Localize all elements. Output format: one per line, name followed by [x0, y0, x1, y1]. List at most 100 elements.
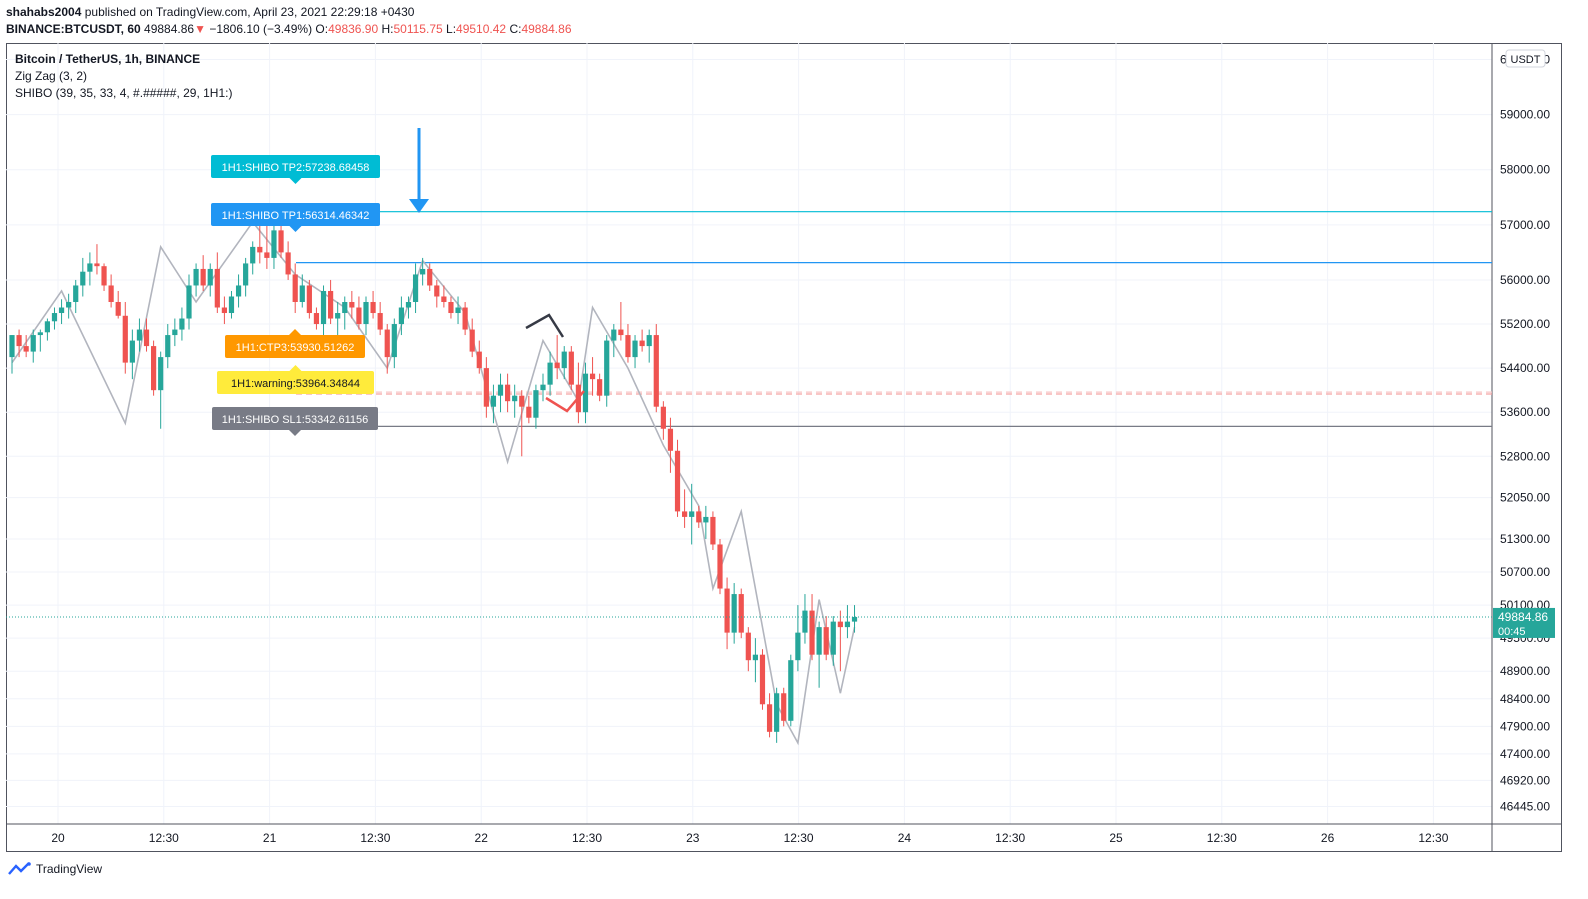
- candle-body: [689, 511, 695, 517]
- price-tick-label: 46445.00: [1500, 799, 1550, 813]
- candle-body: [448, 302, 454, 314]
- price-tick-label: 51300.00: [1500, 532, 1550, 546]
- candle-body: [759, 654, 766, 705]
- pattern-trough-mark: [545, 390, 585, 413]
- candle-body: [108, 285, 114, 302]
- candle-body: [646, 335, 652, 347]
- time-tick-label: 12:30: [1418, 831, 1448, 845]
- tradingview-logo-icon[interactable]: [8, 862, 32, 876]
- price-tick-label: 55200.00: [1500, 317, 1550, 331]
- candle-body: [674, 450, 681, 512]
- candle-body: [129, 340, 135, 363]
- candle-body: [434, 285, 440, 297]
- candle-body: [547, 362, 553, 385]
- legend-zigzag[interactable]: Zig Zag (3, 2): [15, 69, 88, 83]
- candle-body: [384, 329, 390, 358]
- level-label-box: [211, 155, 380, 178]
- time-tick-label: 21: [263, 831, 277, 845]
- candle-body: [561, 351, 567, 369]
- candle-body: [214, 268, 220, 308]
- chart-frame: [6, 43, 1562, 852]
- publish-info: shahabs2004 published on TradingView.com…: [6, 5, 414, 19]
- zigzag-line: [11, 220, 856, 746]
- footer: TradingView: [8, 862, 102, 876]
- level-label-text: 1H1:warning:53964.34844: [231, 378, 360, 390]
- candle-body: [682, 511, 688, 517]
- candle-body: [200, 268, 206, 286]
- candle-body: [526, 406, 532, 418]
- level-label-pointer: [289, 365, 302, 371]
- price-chart[interactable]: 60000.0059000.0058000.0057000.0056000.00…: [6, 43, 1562, 852]
- price-tick-label: 56000.00: [1500, 273, 1550, 287]
- price-tick-label: 52800.00: [1500, 449, 1550, 463]
- candle-body: [73, 285, 79, 302]
- candle-body: [151, 346, 157, 391]
- candle-body: [483, 368, 489, 407]
- currency-badge: USDT: [1505, 49, 1546, 68]
- level-label-tp2: 1H1:SHIBO TP2:57238.68458: [211, 155, 380, 184]
- candle-body: [469, 329, 475, 352]
- high-label: H:: [381, 22, 394, 36]
- publish-text: published on TradingView.com, April 23, …: [84, 5, 415, 19]
- candle-body: [816, 627, 822, 655]
- footer-brand[interactable]: TradingView: [36, 862, 103, 876]
- candle-body: [519, 395, 525, 407]
- time-tick-label: 23: [686, 831, 700, 845]
- candle-body: [299, 285, 305, 302]
- legend-shibo[interactable]: SHIBO (39, 35, 33, 4, #.#####, 29, 1H1:): [15, 86, 233, 100]
- candle-body: [320, 290, 327, 325]
- candle-body: [554, 362, 560, 369]
- high-value: 50115.75: [393, 22, 443, 36]
- candle-body: [589, 373, 596, 380]
- candle-body: [639, 340, 645, 347]
- candle-body: [158, 357, 164, 391]
- candle-body: [618, 329, 624, 336]
- candle-body: [264, 252, 270, 258]
- candle-body: [710, 516, 716, 545]
- candle-body: [412, 274, 419, 302]
- close-value: 49884.86: [521, 22, 572, 36]
- time-tick-label: 12:30: [995, 831, 1025, 845]
- candle-body: [462, 307, 468, 330]
- candle-body: [172, 329, 178, 336]
- level-label-pointer: [289, 430, 301, 436]
- candle-body: [51, 313, 58, 322]
- last-price-badge: 49884.86 00:45: [1493, 607, 1555, 638]
- currency-badge-box: [1505, 49, 1546, 68]
- price-tick-label: 48900.00: [1500, 664, 1550, 678]
- candle-body: [724, 588, 730, 633]
- level-label-ctp3: 1H1:CTP3:53930.51262: [225, 329, 365, 358]
- level-label-text: 1H1:SHIBO SL1:53342.61156: [222, 414, 369, 426]
- level-label-text: 1H1:SHIBO TP1:56314.46342: [222, 210, 370, 222]
- candle-body: [186, 285, 192, 319]
- candle-body: [101, 266, 107, 286]
- author-name[interactable]: shahabs2004: [6, 5, 82, 19]
- last-price-bg: [1493, 607, 1555, 638]
- low-label: L:: [446, 22, 457, 36]
- candle-body: [313, 313, 320, 325]
- time-tick-label: 25: [1109, 831, 1123, 845]
- candle-body: [207, 268, 213, 286]
- price-tick-label: 52050.00: [1500, 491, 1550, 505]
- candle-body: [250, 246, 256, 264]
- candle-body: [830, 621, 836, 655]
- candle-body: [738, 594, 744, 633]
- candle-body: [455, 307, 461, 314]
- level-label-warning: 1H1:warning:53964.34844: [217, 365, 374, 394]
- legend-title[interactable]: Bitcoin / TetherUS, 1h, BINANCE: [15, 52, 201, 66]
- candle-body: [582, 373, 589, 413]
- time-tick-label: 24: [898, 831, 912, 845]
- candle-body: [44, 321, 50, 333]
- candle-body: [115, 302, 121, 316]
- low-value: 49510.42: [456, 22, 507, 36]
- candle-body: [87, 263, 93, 272]
- price-tick-label: 47900.00: [1500, 719, 1550, 733]
- candle-body: [342, 302, 348, 314]
- price-change: −1806.10 (−3.49%): [209, 22, 313, 36]
- candle-body: [179, 318, 185, 330]
- candle-body: [533, 390, 539, 418]
- time-tick-label: 26: [1321, 831, 1335, 845]
- candle-body: [441, 296, 447, 302]
- candle-body: [257, 246, 263, 253]
- candle-body: [80, 271, 86, 286]
